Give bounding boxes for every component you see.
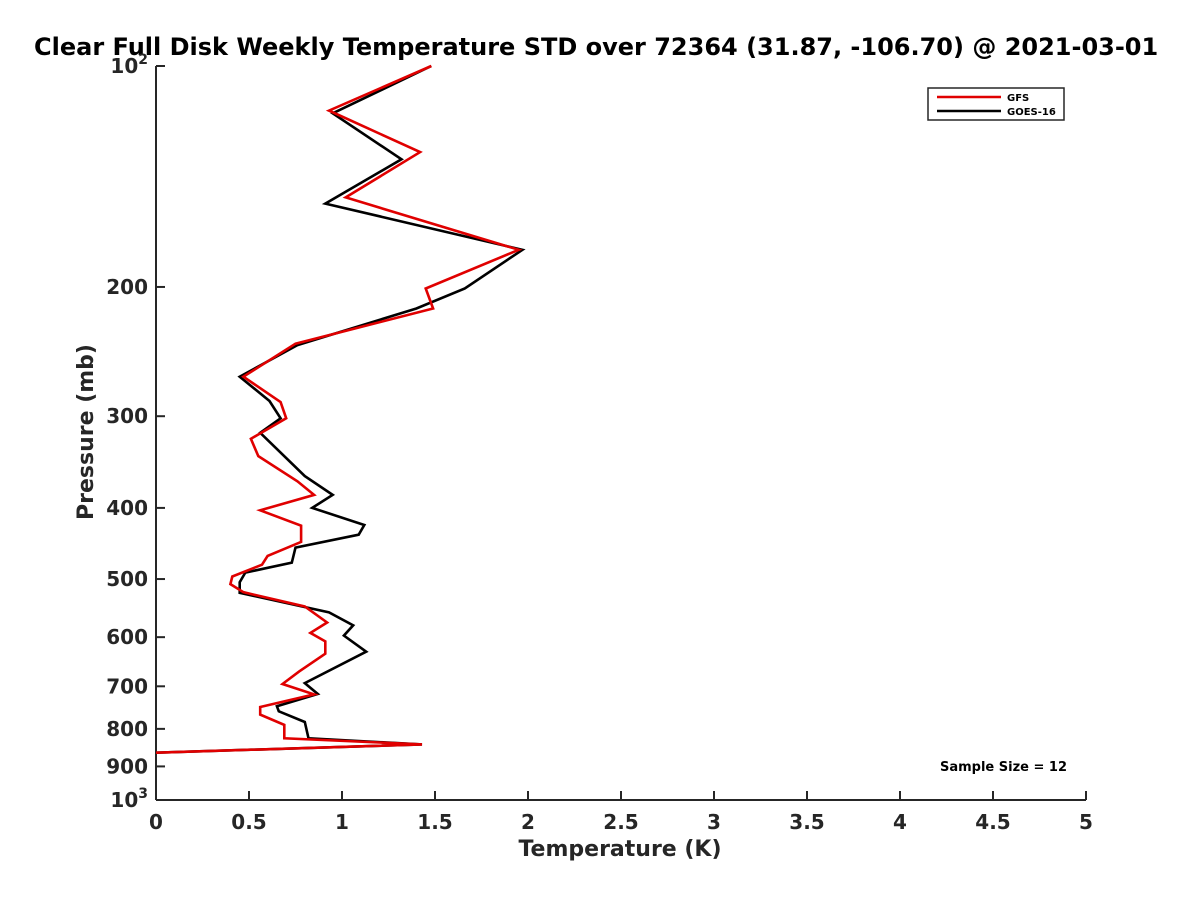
x-tick-label: 5 [1079, 810, 1093, 834]
y-tick-label: 700 [106, 674, 148, 698]
x-tick-label: 2.5 [603, 810, 638, 834]
y-tick-label: 102 [110, 52, 148, 78]
x-tick-label: 3 [707, 810, 721, 834]
y-axis-title: Pressure (mb) [74, 344, 99, 520]
legend: GFS GOES-16 [927, 87, 1065, 121]
legend-label-goes-16: GOES-16 [1007, 107, 1056, 118]
x-axis-title: Temperature (K) [518, 837, 721, 862]
y-tick-label: 400 [106, 496, 148, 520]
x-tick-label: 4 [893, 810, 907, 834]
x-tick-label: 0 [149, 810, 163, 834]
x-tick-label: 3.5 [789, 810, 824, 834]
series-layer [155, 64, 526, 754]
legend-box [927, 87, 1065, 121]
x-tick-label: 1.5 [417, 810, 452, 834]
x-tick-label: 4.5 [975, 810, 1010, 834]
y-axis: 102 200 300 400 500 600 700 800 900 103 [106, 52, 165, 812]
y-tick-label: 500 [106, 567, 148, 591]
y-tick-label: 103 [110, 786, 148, 812]
x-axis: 0 0.5 1 1.5 2 2.5 3 3.5 4 4.5 5 [149, 791, 1093, 834]
series-line-goes-16 [155, 64, 526, 754]
plot-area [155, 66, 1086, 801]
sample-size-annotation: Sample Size = 12 [940, 760, 1067, 775]
chart-title: Clear Full Disk Weekly Temperature STD o… [34, 33, 1158, 61]
x-tick-label: 0.5 [231, 810, 266, 834]
x-tick-label: 1 [335, 810, 349, 834]
series-line-gfs [155, 64, 523, 754]
y-tick-label: 300 [106, 404, 148, 428]
y-tick-label: 800 [106, 717, 148, 741]
legend-label-gfs: GFS [1007, 93, 1029, 104]
y-tick-label: 200 [106, 275, 148, 299]
y-tick-label: 600 [106, 625, 148, 649]
x-tick-label: 2 [521, 810, 535, 834]
y-tick-label: 900 [106, 754, 148, 778]
